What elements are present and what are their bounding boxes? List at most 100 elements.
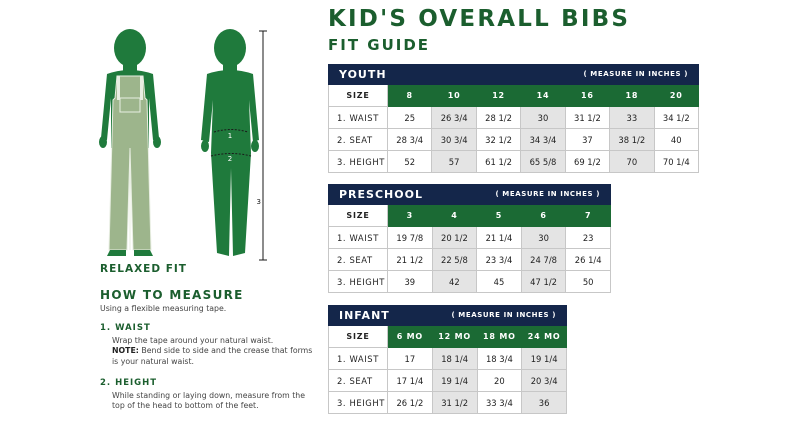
table-cell: 20 1/2 — [431, 226, 478, 249]
table-name: YOUTH — [339, 68, 387, 81]
row-label: 1. WAIST — [328, 106, 388, 129]
table-cell: 20 — [476, 369, 523, 392]
size-col: 12 — [475, 84, 522, 107]
table-cell: 25 — [386, 106, 433, 129]
table-cell: 30 3/4 — [431, 128, 477, 151]
row-label: 1. WAIST — [328, 226, 388, 249]
table-cell: 70 1/4 — [653, 150, 700, 173]
figure-illustration: 1 2 3 — [99, 29, 267, 261]
size-col: 12 MO — [431, 325, 478, 348]
table-cell: 47 1/2 — [520, 270, 567, 293]
size-col: 6 MO — [387, 325, 433, 348]
left-panel: 1 2 3 RELAXED FIT HOW TO MEASURE Using a… — [0, 0, 320, 429]
table-cell: 19 1/4 — [521, 347, 567, 370]
table-row: 3. HEIGHT 26 1/2 31 1/2 33 3/4 36 — [328, 391, 567, 414]
table-title-bar: PRESCHOOL ( MEASURE IN INCHES ) — [328, 184, 611, 205]
table-cell: 39 — [387, 270, 433, 293]
step-height-text: While standing or laying down, measure f… — [112, 390, 306, 411]
seat-marker: 2 — [228, 155, 232, 163]
table-title-bar: YOUTH ( MEASURE IN INCHES ) — [328, 64, 699, 85]
table-row: 1. WAIST 19 7/8 20 1/2 21 1/4 30 23 — [328, 226, 611, 249]
table-cell: 17 — [387, 347, 433, 370]
table-cell: 61 1/2 — [475, 150, 522, 173]
table-cell: 18 1/4 — [431, 347, 478, 370]
size-label: SIZE — [328, 325, 388, 348]
table-cell: 21 1/2 — [387, 248, 433, 271]
table-cell: 34 1/2 — [653, 106, 700, 129]
how-to-measure: HOW TO MEASURE Using a flexible measurin… — [100, 288, 315, 412]
infant-size-table: INFANT ( MEASURE IN INCHES ) SIZE 6 MO 1… — [328, 305, 567, 414]
table-cell: 26 3/4 — [431, 106, 477, 129]
table-cell: 33 3/4 — [476, 391, 523, 414]
table-cell: 50 — [565, 270, 611, 293]
table-row: 3. HEIGHT 52 57 61 1/2 65 5/8 69 1/2 70 … — [328, 150, 700, 173]
table-cell: 26 1/4 — [565, 248, 611, 271]
table-cell: 18 3/4 — [476, 347, 523, 370]
table-name: INFANT — [339, 309, 390, 322]
table-cell: 34 3/4 — [520, 128, 566, 151]
size-col: 5 — [476, 204, 522, 227]
table-row: 1. WAIST 17 18 1/4 18 3/4 19 1/4 — [328, 347, 567, 370]
table-cell: 32 1/2 — [475, 128, 522, 151]
table-cell: 30 — [520, 226, 567, 249]
measurement-kid-figure — [201, 29, 267, 261]
table-cell: 23 — [565, 226, 611, 249]
table-cell: 31 1/2 — [431, 391, 478, 414]
table-cell: 52 — [386, 150, 433, 173]
table-cell: 36 — [521, 391, 567, 414]
table-cell: 28 3/4 — [386, 128, 433, 151]
size-col: 24 MO — [521, 325, 567, 348]
step-waist-title: 1. WAIST — [100, 323, 151, 333]
row-label: 2. SEAT — [328, 128, 388, 151]
row-label: 3. HEIGHT — [328, 391, 388, 414]
row-label: 2. SEAT — [328, 369, 388, 392]
table-cell: 26 1/2 — [387, 391, 433, 414]
title-block: KID'S OVERALL BIBS FIT GUIDE — [328, 6, 631, 55]
table-note: ( MEASURE IN INCHES ) — [451, 311, 556, 319]
table-cell: 65 5/8 — [520, 150, 566, 173]
youth-size-table: YOUTH ( MEASURE IN INCHES ) SIZE 8 10 12… — [328, 64, 700, 173]
how-to-heading: HOW TO MEASURE — [100, 288, 244, 302]
page-subtitle: FIT GUIDE — [328, 36, 431, 54]
table-cell: 24 7/8 — [520, 248, 567, 271]
table-cell: 23 3/4 — [476, 248, 522, 271]
waist-marker: 1 — [228, 132, 232, 140]
step-height: 2. HEIGHT While standing or laying down,… — [100, 378, 315, 412]
size-label: SIZE — [328, 84, 388, 107]
step-waist-note-label: NOTE: — [112, 346, 139, 356]
step-waist-text: Wrap the tape around your natural waist. — [112, 335, 274, 345]
preschool-size-table: PRESCHOOL ( MEASURE IN INCHES ) SIZE 3 4… — [328, 184, 611, 293]
step-waist: 1. WAIST Wrap the tape around your natur… — [100, 323, 315, 368]
relaxed-fit-label: RELAXED FIT — [100, 263, 187, 275]
size-col: 16 — [564, 84, 611, 107]
table-cell: 57 — [431, 150, 477, 173]
table-note: ( MEASURE IN INCHES ) — [495, 190, 600, 198]
table-cell: 22 5/8 — [431, 248, 478, 271]
size-col: 6 — [520, 204, 567, 227]
table-name: PRESCHOOL — [339, 188, 423, 201]
size-col: 20 — [653, 84, 700, 107]
table-cell: 33 — [609, 106, 655, 129]
row-label: 2. SEAT — [328, 248, 388, 271]
page-title: KID'S OVERALL BIBS — [328, 6, 631, 32]
size-col: 18 — [609, 84, 655, 107]
size-col: 4 — [431, 204, 478, 227]
row-label: 3. HEIGHT — [328, 150, 388, 173]
table-cell: 20 3/4 — [521, 369, 567, 392]
row-label: 3. HEIGHT — [328, 270, 388, 293]
table-row: 2. SEAT 21 1/2 22 5/8 23 3/4 24 7/8 26 1… — [328, 248, 611, 271]
table-cell: 19 7/8 — [387, 226, 433, 249]
table-cell: 45 — [476, 270, 522, 293]
how-to-subheading: Using a flexible measuring tape. — [100, 304, 227, 313]
step-waist-body: Wrap the tape around your natural waist.… — [100, 336, 315, 368]
table-cell: 17 1/4 — [387, 369, 433, 392]
size-col: 8 — [386, 84, 433, 107]
table-cell: 30 — [520, 106, 566, 129]
size-col: 10 — [431, 84, 477, 107]
table-cell: 38 1/2 — [609, 128, 655, 151]
table-row: 2. SEAT 28 3/4 30 3/4 32 1/2 34 3/4 37 3… — [328, 128, 700, 151]
table-cell: 42 — [431, 270, 478, 293]
table-cell: 69 1/2 — [564, 150, 611, 173]
size-header-row: SIZE 3 4 5 6 7 — [328, 204, 611, 227]
table-cell: 19 1/4 — [431, 369, 478, 392]
